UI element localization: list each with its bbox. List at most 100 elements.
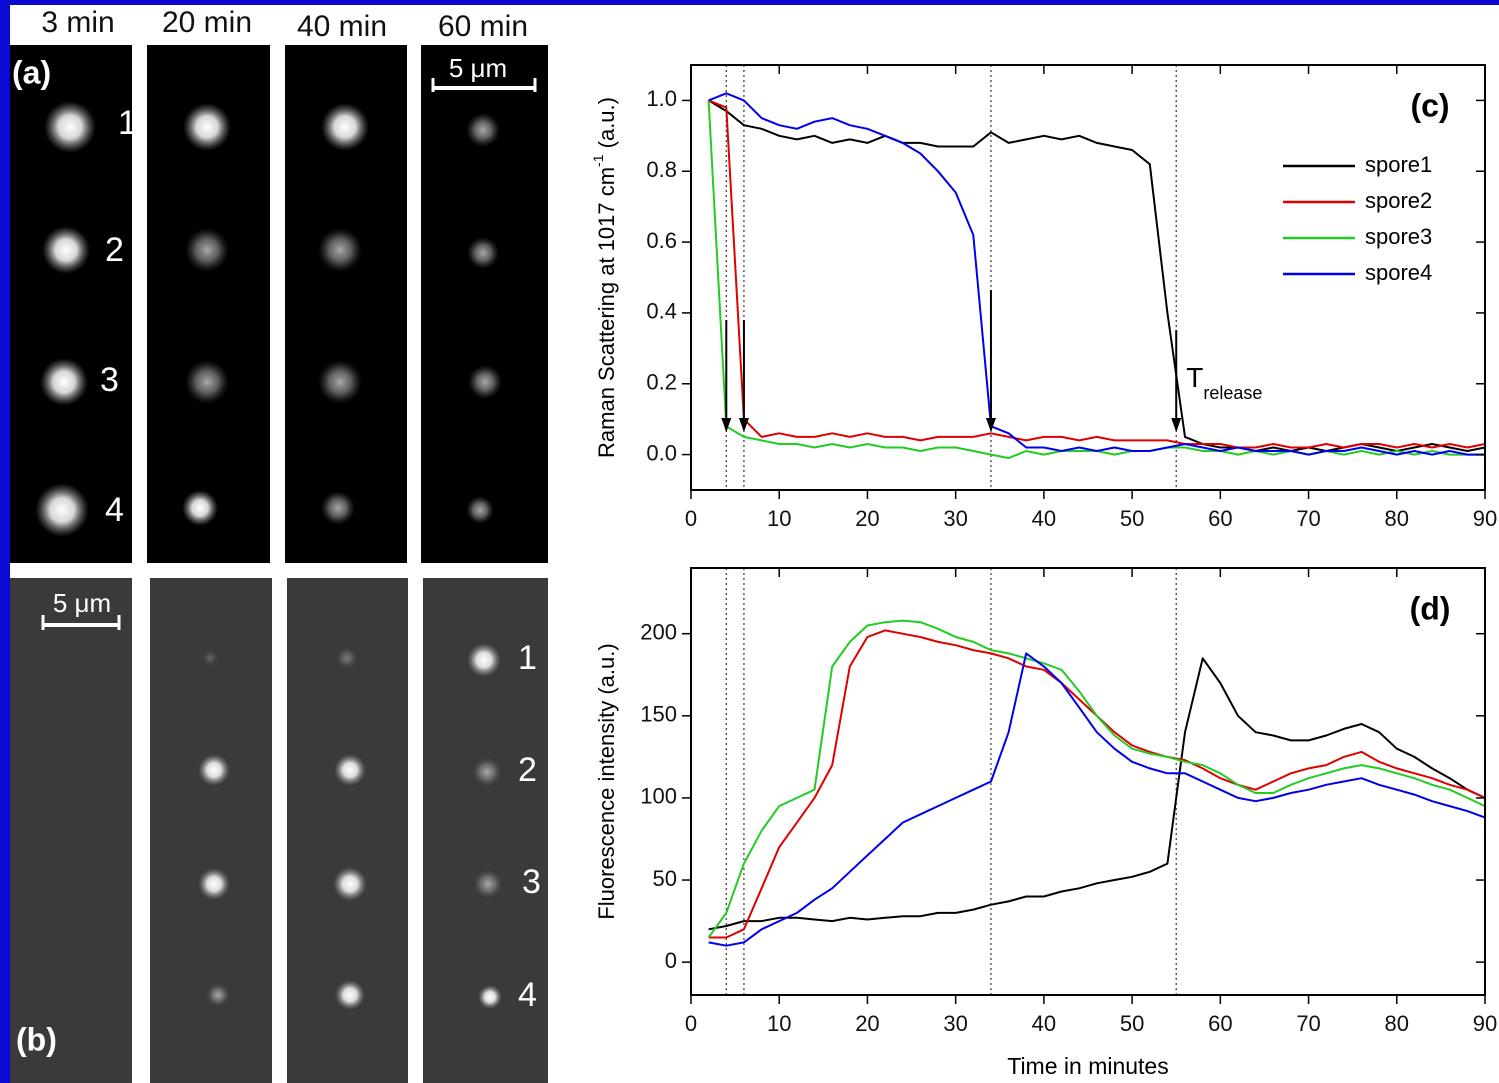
- y-tick-label: 200: [640, 620, 677, 645]
- arrow-head: [738, 418, 749, 432]
- spore-spot: [185, 228, 229, 272]
- x-tick-label: 0: [685, 506, 697, 531]
- time-labels: 3 min 20 min 40 min 60 min: [41, 6, 528, 43]
- spore-spot: [318, 228, 362, 272]
- spore-spot: [467, 643, 501, 677]
- spore-number: 1: [518, 639, 537, 677]
- y-axis-label-suffix: (a.u.): [594, 97, 619, 154]
- spore-spot: [467, 237, 499, 269]
- y-axis-label: Fluorescence intensity (a.u.): [594, 643, 619, 919]
- series-line: [708, 92, 1485, 456]
- spore-spot: [206, 983, 230, 1007]
- annotation-main: T: [1186, 362, 1203, 393]
- panel-b: 5 μm 1 2 3 4 (b): [10, 578, 548, 1083]
- spore-number: 3: [100, 361, 119, 399]
- x-tick-label: 40: [1032, 1011, 1056, 1036]
- spore-spot: [321, 103, 369, 151]
- spore-spot: [35, 483, 89, 537]
- legend-label: spore1: [1365, 152, 1432, 177]
- spore-spot: [198, 868, 230, 900]
- y-tick-label: 0.6: [646, 228, 677, 253]
- y-tick-label: 1.0: [646, 86, 677, 111]
- y-tick-label: 50: [653, 866, 677, 891]
- y-axis-label-superscript: -1: [590, 154, 606, 167]
- panel-label: (d): [1410, 590, 1451, 626]
- spore-spot: [185, 360, 229, 404]
- y-tick-label: 0: [665, 948, 677, 973]
- series-line: [708, 652, 1486, 947]
- time-label: 20 min: [162, 6, 252, 39]
- spore-spot: [478, 985, 502, 1009]
- x-tick-label: 30: [943, 506, 967, 531]
- spore-spot: [44, 101, 96, 153]
- annotation-subscript: release: [1203, 383, 1262, 403]
- legend-label: spore4: [1365, 260, 1432, 285]
- series-line: [708, 657, 1486, 931]
- x-tick-label: 50: [1120, 506, 1144, 531]
- spore-spot: [468, 365, 502, 399]
- scale-bar-label: 5 μm: [53, 588, 111, 618]
- spore-number: 2: [105, 231, 124, 269]
- legend-label: spore2: [1365, 188, 1432, 213]
- x-tick-label: 10: [767, 506, 791, 531]
- spore-spot: [321, 491, 355, 525]
- spore-spot: [333, 867, 367, 901]
- time-label: 60 min: [438, 10, 528, 43]
- spore-spot: [318, 360, 362, 404]
- series-line: [707, 619, 1486, 939]
- time-label: 3 min: [41, 6, 114, 39]
- x-tick-label: 50: [1120, 1011, 1144, 1036]
- spore-spot: [336, 647, 358, 669]
- y-axis-label-text: Raman Scattering at 1017 cm: [594, 167, 619, 458]
- spore-spot: [198, 754, 230, 786]
- x-tick-label: 40: [1032, 506, 1056, 531]
- y-tick-label: 0.8: [646, 157, 677, 182]
- time-label: 40 min: [297, 10, 387, 43]
- plot-frame: [690, 567, 1486, 996]
- spore-spot: [183, 103, 231, 151]
- panel-label: (b): [16, 1021, 57, 1057]
- y-axis-label: Raman Scattering at 1017 cm-1 (a.u.): [590, 97, 619, 458]
- spore-number: 1: [118, 104, 137, 142]
- arrow-head: [985, 418, 996, 432]
- x-tick-label: 70: [1296, 1011, 1320, 1036]
- x-tick-label: 90: [1473, 506, 1497, 531]
- spore-number: 3: [522, 863, 541, 901]
- panel-label: (a): [12, 54, 51, 90]
- spore-number: 4: [518, 976, 537, 1014]
- spore-number: 4: [105, 491, 124, 529]
- spore-spot: [466, 113, 500, 147]
- plot-frame: [690, 64, 1486, 491]
- spore-spot: [42, 226, 90, 274]
- spore-spot: [466, 496, 494, 524]
- series-line: [708, 99, 1486, 449]
- x-tick-label: 60: [1208, 506, 1232, 531]
- annotation: Trelease: [1186, 362, 1262, 402]
- x-tick-label: 70: [1296, 506, 1320, 531]
- spore-number: 2: [518, 751, 537, 789]
- image-column: [10, 578, 132, 1083]
- spore-spot: [472, 757, 502, 787]
- panel-label: (c): [1410, 87, 1449, 123]
- x-tick-label: 60: [1208, 1011, 1232, 1036]
- x-tick-label: 80: [1385, 506, 1409, 531]
- y-tick-label: 150: [640, 702, 677, 727]
- scale-bar-label: 5 μm: [449, 53, 507, 83]
- spore-spot: [335, 980, 365, 1010]
- spore-spot: [40, 358, 88, 406]
- x-tick-label: 20: [855, 506, 879, 531]
- spore-spot: [202, 650, 218, 666]
- x-tick-label: 20: [855, 1011, 879, 1036]
- spore-spot: [182, 490, 218, 526]
- y-tick-label: 0.0: [646, 440, 677, 465]
- x-tick-label: 0: [685, 1011, 697, 1036]
- x-axis-label: Time in minutes: [1007, 1053, 1168, 1079]
- x-tick-label: 10: [767, 1011, 791, 1036]
- y-tick-label: 0.4: [646, 299, 677, 324]
- legend-label: spore3: [1365, 224, 1432, 249]
- spore-spot: [473, 869, 503, 899]
- arrow-head: [1171, 418, 1182, 432]
- x-tick-label: 30: [943, 1011, 967, 1036]
